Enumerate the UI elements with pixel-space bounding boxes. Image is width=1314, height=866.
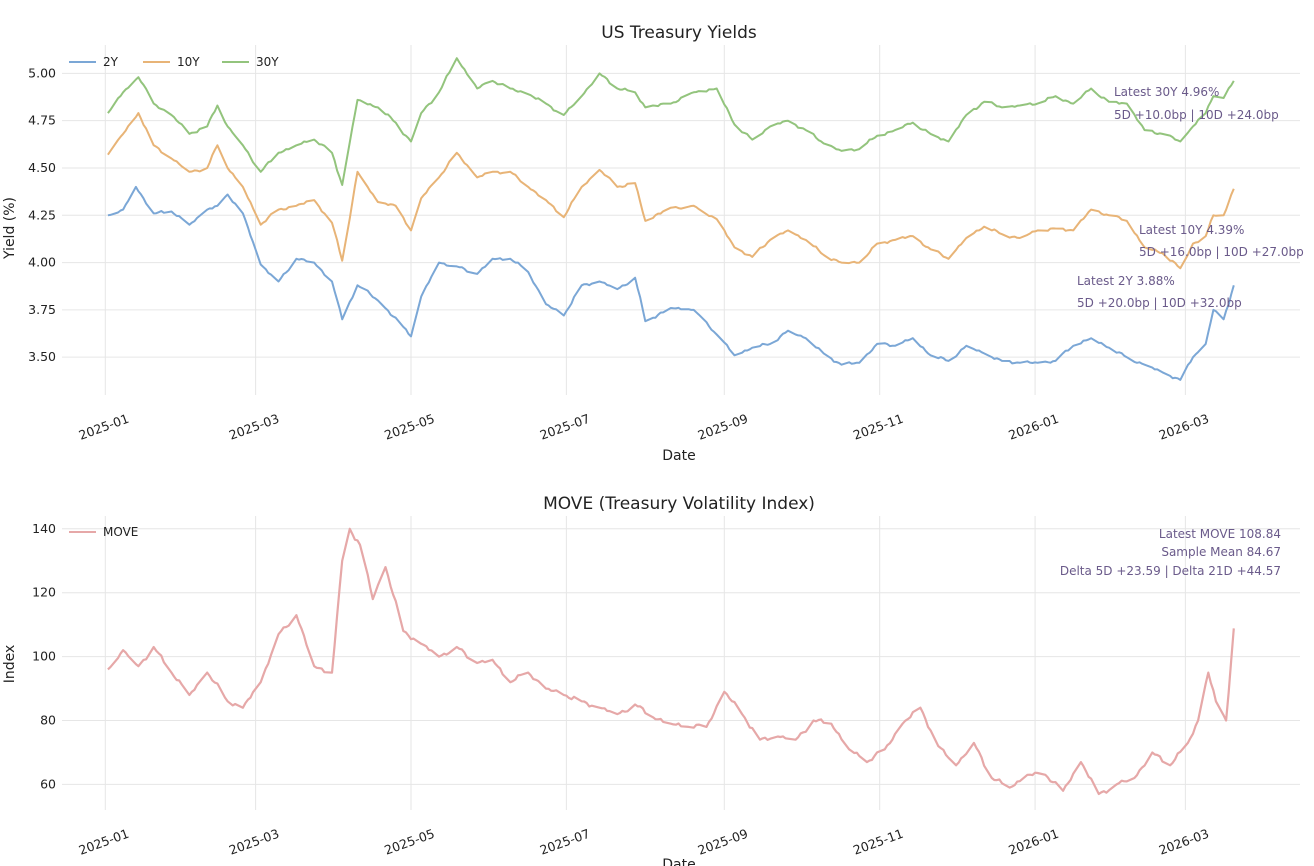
x-tick-label: 2025-05 [382, 826, 436, 858]
x-tick-label: 2025-05 [382, 411, 436, 443]
move-y-ticks: 60 80 100 120 140 [32, 521, 56, 792]
yields-x-axis-label: Date [662, 448, 695, 464]
x-tick-label: 2026-01 [1006, 411, 1060, 443]
x-tick-label: 2025-07 [538, 411, 592, 443]
yields-panel: US Treasury Yields 3.50 3.75 4.00 4.25 4.50 4… [2, 23, 1304, 464]
x-tick-label: 2025-11 [851, 826, 905, 858]
yields-y-ticks: 3.50 3.75 4.00 4.25 4.50 4.75 5.00 [28, 65, 56, 364]
annotation-10y-deltas: 5D +16.0bp | 10D +27.0bp [1139, 245, 1304, 259]
x-tick-label: 2026-01 [1006, 826, 1060, 858]
move-chart-title: MOVE (Treasury Volatility Index) [543, 494, 815, 514]
x-tick-label: 2026-03 [1157, 826, 1211, 858]
x-tick-label: 2025-03 [227, 826, 281, 858]
x-tick-label: 2025-01 [77, 411, 131, 443]
annotation-2y-latest: Latest 2Y 3.88% [1077, 274, 1175, 288]
x-tick-label: 2026-03 [1157, 411, 1211, 443]
yields-chart-title: US Treasury Yields [601, 23, 757, 43]
y-tick-label: 100 [32, 649, 56, 664]
y-tick-label: 80 [40, 713, 56, 728]
y-tick-label: 4.00 [28, 255, 56, 270]
yields-y-axis-label: Yield (%) [2, 197, 18, 260]
x-tick-label: 2025-03 [227, 411, 281, 443]
series-line-30y [107, 57, 1235, 186]
y-tick-label: 4.50 [28, 160, 56, 175]
yields-series [107, 57, 1235, 381]
series-line-move [107, 527, 1235, 796]
legend-10y-label: 10Y [177, 55, 200, 69]
x-tick-label: 2025-01 [77, 826, 131, 858]
x-tick-label: 2025-07 [538, 826, 592, 858]
y-tick-label: 3.50 [28, 349, 56, 364]
series-line-10y [107, 112, 1235, 270]
annotation-10y-latest: Latest 10Y 4.39% [1139, 223, 1244, 237]
move-series [107, 527, 1235, 796]
move-x-axis-label: Date [662, 857, 695, 866]
x-tick-label: 2025-09 [696, 826, 750, 858]
move-y-axis-label: Index [2, 645, 18, 684]
y-tick-label: 4.25 [28, 207, 56, 222]
yields-legend: 2Y 10Y 30Y [69, 55, 279, 69]
x-tick-label: 2025-09 [696, 411, 750, 443]
annotation-30y-latest: Latest 30Y 4.96% [1114, 85, 1219, 99]
y-tick-label: 60 [40, 776, 56, 791]
annotation-30y-deltas: 5D +10.0bp | 10D +24.0bp [1114, 108, 1279, 122]
move-x-ticks: 2025-01 2025-03 2025-05 2025-07 2025-09 2025-… [77, 826, 1211, 858]
series-line-2y [107, 185, 1235, 381]
move-grid [62, 516, 1300, 810]
legend-30y-label: 30Y [256, 55, 279, 69]
yields-x-ticks: 2025-01 2025-03 2025-05 2025-07 2025-09 2025-… [77, 411, 1211, 443]
y-tick-label: 140 [32, 521, 56, 536]
annotation-move-mean: Sample Mean 84.67 [1161, 545, 1281, 559]
annotation-2y-deltas: 5D +20.0bp | 10D +32.0bp [1077, 296, 1242, 310]
y-tick-label: 3.75 [28, 302, 56, 317]
y-tick-label: 5.00 [28, 65, 56, 80]
move-annotations: Latest MOVE 108.84 Sample Mean 84.67 Del… [1060, 527, 1281, 578]
annotation-move-latest: Latest MOVE 108.84 [1159, 527, 1281, 541]
annotation-move-deltas: Delta 5D +23.59 | Delta 21D +44.57 [1060, 564, 1281, 578]
x-tick-label: 2025-11 [851, 411, 905, 443]
move-panel: MOVE (Treasury Volatility Index) 60 80 100… [2, 494, 1300, 866]
yields-annotations: Latest 30Y 4.96% 5D +10.0bp | 10D +24.0b… [1077, 85, 1304, 310]
legend-move-label: MOVE [103, 525, 138, 539]
legend-2y-label: 2Y [103, 55, 119, 69]
move-legend: MOVE [69, 525, 138, 539]
y-tick-label: 4.75 [28, 113, 56, 128]
y-tick-label: 120 [32, 585, 56, 600]
